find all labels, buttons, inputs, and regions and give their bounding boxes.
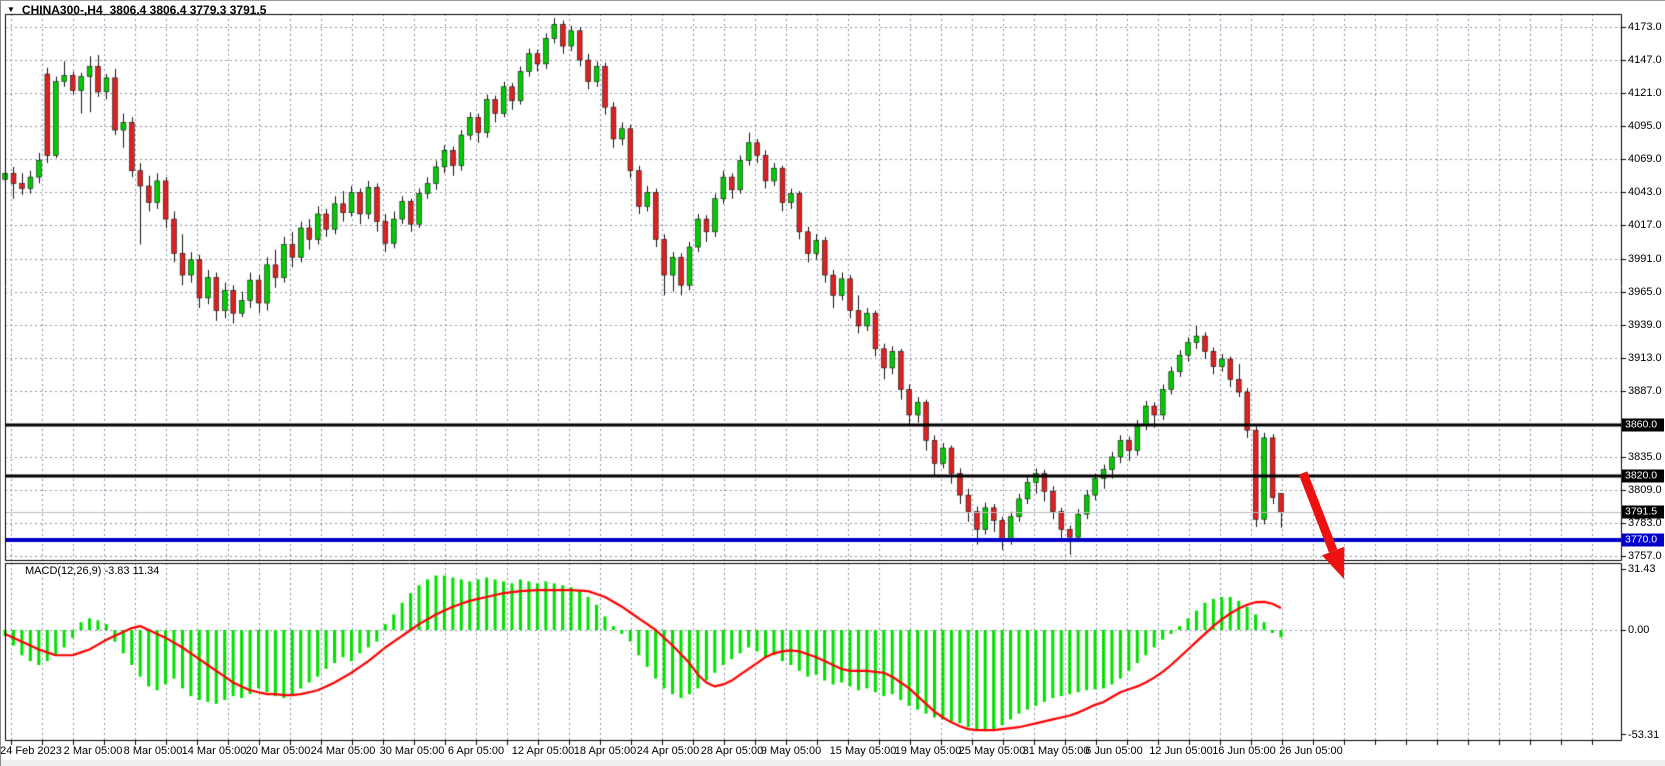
macd-indicator-label: MACD(12,26,9) -3.83 11.34 — [25, 565, 160, 577]
chart-title-bar: ▼ CHINA300-,H4 3806.4 3806.4 3779.3 3791… — [7, 3, 266, 17]
red-down-arrow[interactable] — [1291, 459, 1361, 594]
symbol-timeframe-label: CHINA300-,H4 — [21, 3, 103, 17]
macd-axis-max-label: 31.43 — [1628, 563, 1656, 575]
ohlc-values-label: 3806.4 3806.4 3779.3 3791.5 — [109, 3, 267, 17]
symbol-dropdown-icon[interactable]: ▼ — [7, 5, 15, 14]
macd-axis-zero-label: 0.00 — [1628, 624, 1650, 636]
bottom-margin — [1, 760, 1665, 766]
macd-axis-min-label: -53.31 — [1628, 729, 1660, 741]
